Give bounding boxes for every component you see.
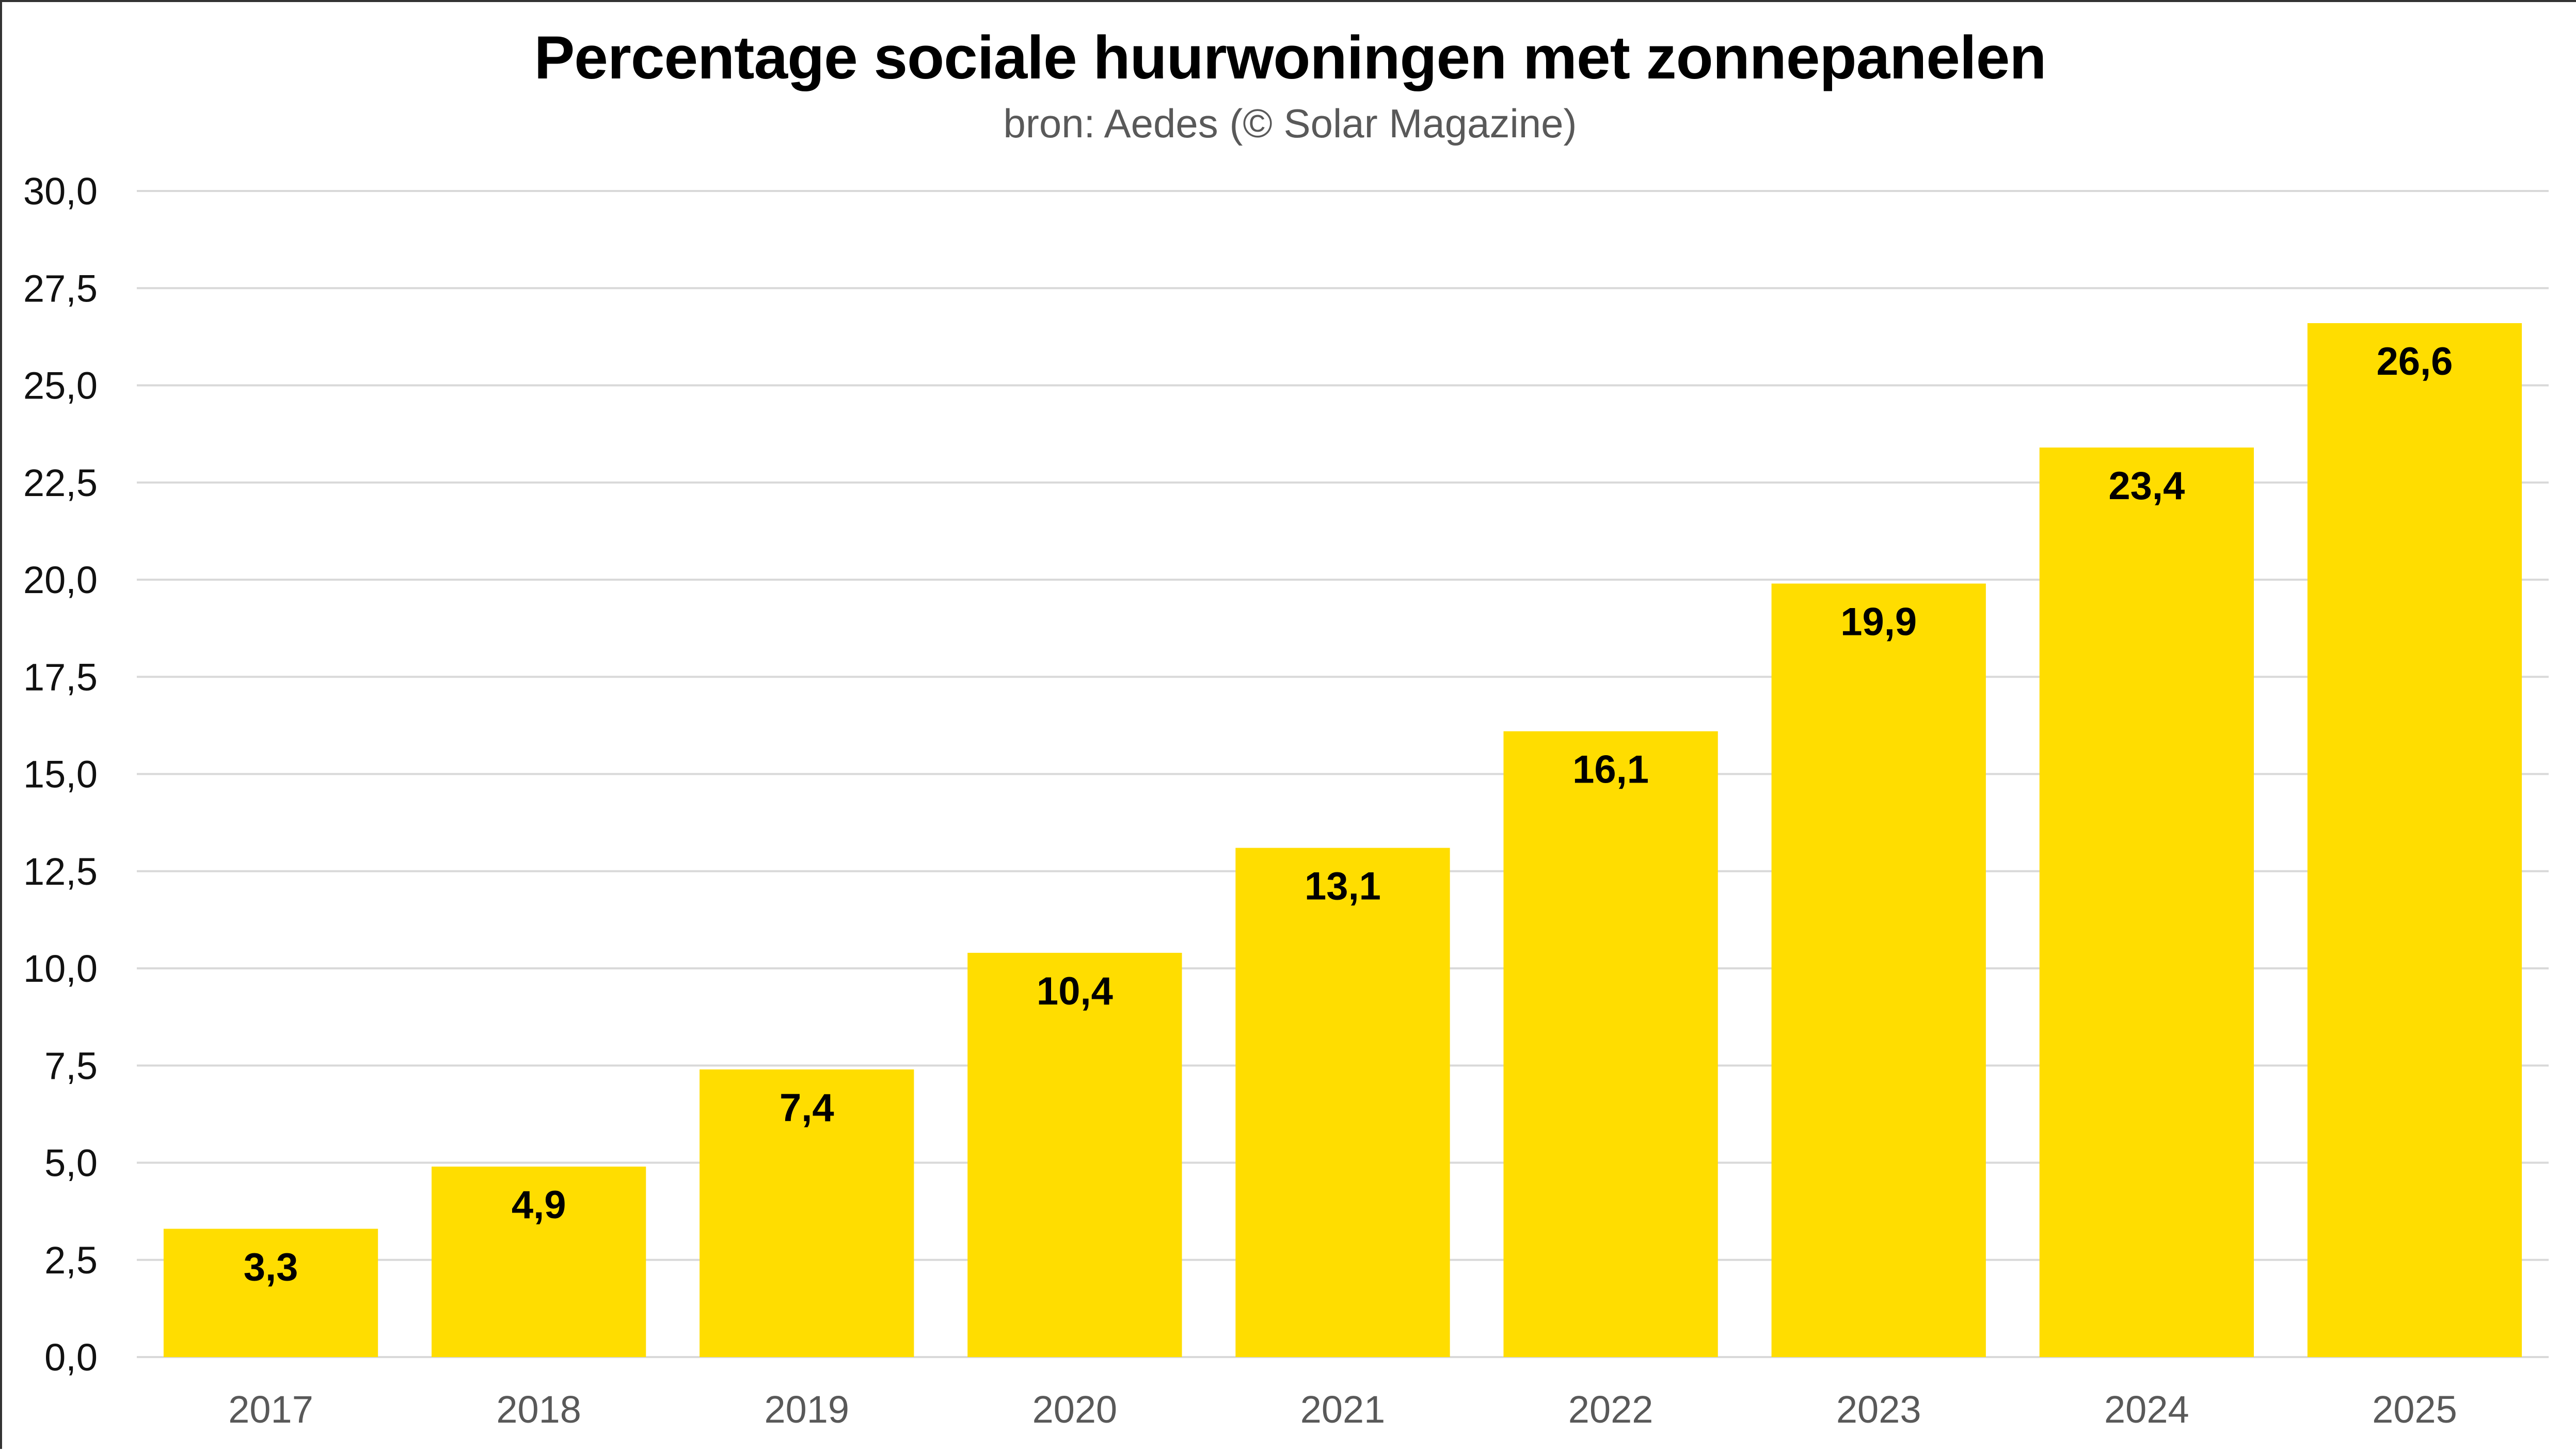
y-tick-label: 0,0 (44, 1336, 98, 1379)
y-tick-label: 20,0 (23, 559, 98, 601)
x-tick-label: 2019 (764, 1388, 849, 1431)
data-label: 13,1 (1305, 865, 1381, 908)
data-label: 19,9 (1840, 600, 1917, 644)
x-tick-label: 2020 (1032, 1388, 1118, 1431)
data-label: 4,9 (512, 1183, 566, 1227)
data-labels: 3,3 4,9 7,4 10,4 13,1 16,1 19,9 23,4 26,6 (244, 340, 2453, 1289)
y-tick-label: 2,5 (44, 1239, 98, 1282)
y-tick-label: 15,0 (23, 753, 98, 796)
y-tick-label: 22,5 (23, 461, 98, 504)
chart-subtitle: bron: Aedes (© Solar Magazine) (1003, 101, 1577, 146)
x-tick-label: 2021 (1300, 1388, 1386, 1431)
y-axis-ticks: 0,0 2,5 5,0 7,5 10,0 12,5 15,0 17,5 20,0 22,5 25,0… (23, 170, 98, 1379)
y-tick-label: 27,5 (23, 267, 98, 310)
bar-2019 (699, 1069, 914, 1357)
x-tick-label: 2017 (228, 1388, 313, 1431)
bar-2023 (1771, 583, 1986, 1357)
x-tick-label: 2025 (2372, 1388, 2457, 1431)
bar-2017 (163, 1229, 378, 1357)
x-axis-ticks: 2017 2018 2019 2020 2021 2022 2023 2024 2025 (228, 1388, 2457, 1431)
data-label: 23,4 (2108, 464, 2185, 508)
bar-2021 (1235, 848, 1450, 1357)
bar-2020 (967, 952, 1182, 1357)
data-label: 3,3 (244, 1246, 298, 1289)
x-tick-label: 2022 (1568, 1388, 1653, 1431)
y-tick-label: 7,5 (44, 1044, 98, 1087)
bar-2024 (2039, 447, 2254, 1357)
y-tick-label: 12,5 (23, 850, 98, 893)
data-label: 7,4 (780, 1086, 834, 1130)
bar-2018 (432, 1167, 646, 1357)
data-label: 10,4 (1037, 969, 1113, 1013)
x-tick-label: 2023 (1836, 1388, 1921, 1431)
chart-title: Percentage sociale huurwoningen met zonn… (534, 24, 2047, 92)
bars (163, 323, 2522, 1357)
y-tick-label: 10,0 (23, 947, 98, 990)
data-label: 16,1 (1572, 748, 1649, 792)
y-tick-label: 30,0 (23, 170, 98, 213)
x-tick-label: 2018 (496, 1388, 581, 1431)
x-tick-label: 2024 (2104, 1388, 2189, 1431)
data-label: 26,6 (2376, 340, 2453, 384)
bar-2022 (1503, 731, 1718, 1357)
y-tick-label: 17,5 (23, 656, 98, 698)
y-tick-label: 25,0 (23, 364, 98, 407)
y-tick-label: 5,0 (44, 1142, 98, 1185)
bar-2025 (2307, 323, 2522, 1357)
